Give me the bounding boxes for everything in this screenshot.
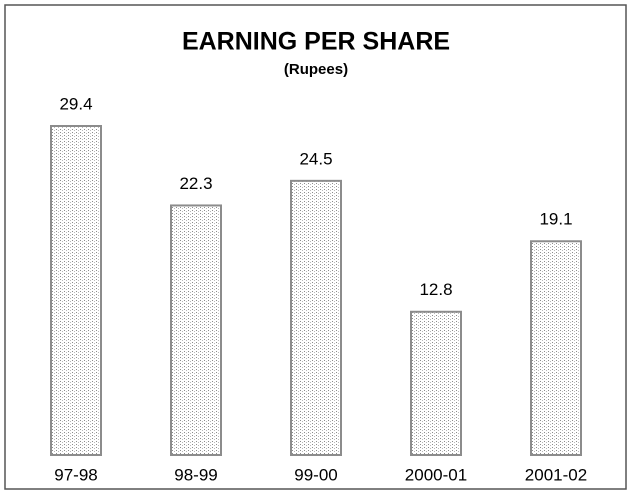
value-label: 12.8 [419,280,452,299]
bar [410,310,462,456]
value-label: 19.1 [539,210,572,229]
bar [530,240,582,456]
x-tick-label: 99-00 [294,465,337,484]
bar [290,179,342,456]
x-tick-label: 98-99 [174,465,217,484]
bar [50,125,102,456]
value-label: 29.4 [59,94,92,113]
x-tick-label: 97-98 [54,465,97,484]
value-label: 24.5 [299,149,332,168]
chart-subtitle: (Rupees) [284,61,348,78]
chart-title: EARNING PER SHARE [182,28,450,56]
value-label: 22.3 [179,174,212,193]
x-tick-label: 2001-02 [525,465,587,484]
x-tick-label: 2000-01 [405,465,467,484]
bar [170,204,222,456]
